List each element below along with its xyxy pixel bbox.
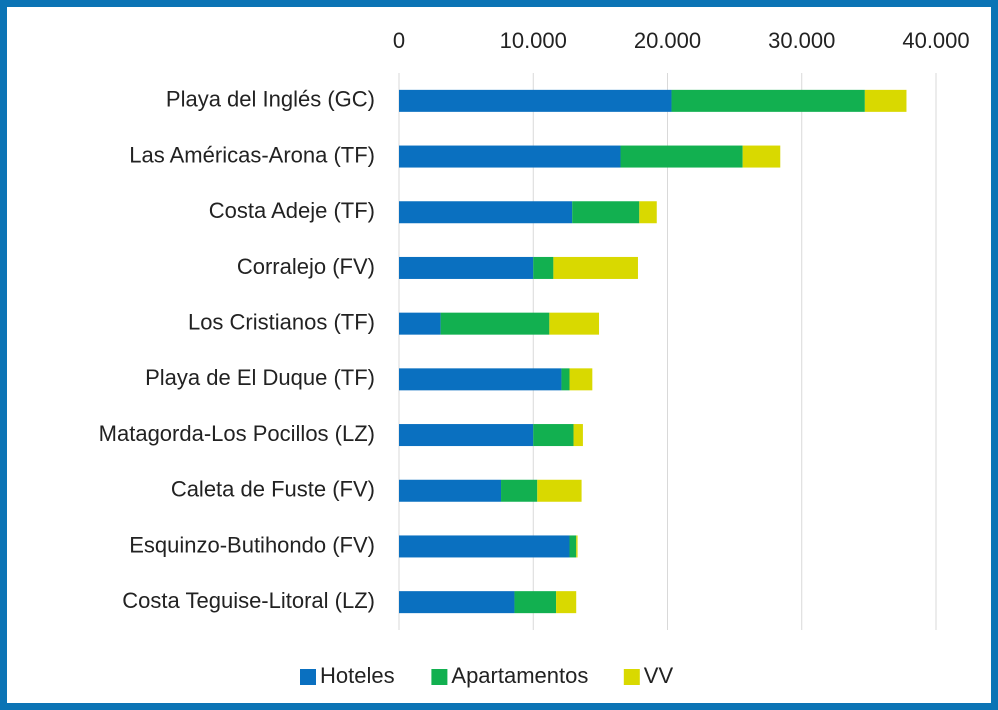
- bar: [742, 145, 781, 168]
- bar: [399, 479, 502, 502]
- legend-swatch: [623, 669, 640, 685]
- bar: [399, 312, 441, 335]
- bar: [399, 424, 534, 447]
- bar: [620, 145, 743, 168]
- bar: [399, 368, 562, 391]
- x-tick-label: 20.000: [634, 28, 701, 53]
- x-tick-label: 40.000: [902, 28, 969, 53]
- y-tick-label: Los Cristianos (TF): [188, 309, 375, 334]
- bar: [399, 145, 621, 168]
- bar: [537, 479, 582, 502]
- y-tick-label: Playa del Inglés (GC): [166, 87, 375, 112]
- bar: [399, 256, 534, 279]
- legend-label: Hoteles: [320, 663, 395, 688]
- bar: [671, 89, 865, 112]
- x-tick-label: 10.000: [500, 28, 567, 53]
- y-tick-label: Playa de El Duque (TF): [145, 365, 375, 390]
- y-tick-label: Corralejo (FV): [237, 254, 375, 279]
- bar: [573, 424, 583, 447]
- x-tick-label: 30.000: [768, 28, 835, 53]
- y-tick-label: Esquinzo-Butihondo (FV): [129, 532, 375, 557]
- bar: [561, 368, 570, 391]
- bar: [553, 256, 638, 279]
- plot-background: [7, 7, 991, 703]
- y-tick-label: Caleta de Fuste (FV): [171, 477, 375, 502]
- bar: [556, 591, 577, 614]
- bar: [533, 256, 554, 279]
- bar: [399, 591, 515, 614]
- legend-label: Apartamentos: [451, 663, 588, 688]
- legend-swatch: [300, 669, 316, 685]
- y-tick-label: Costa Adeje (TF): [209, 198, 375, 223]
- bar: [514, 591, 557, 614]
- bar: [864, 89, 907, 112]
- bar: [399, 201, 573, 224]
- bar: [440, 312, 550, 335]
- bar: [549, 312, 600, 335]
- bar: [399, 535, 570, 558]
- bar: [639, 201, 657, 224]
- bar: [569, 368, 593, 391]
- bar: [572, 201, 640, 224]
- legend-swatch: [431, 669, 448, 685]
- legend-label: VV: [644, 663, 674, 688]
- y-tick-label: Matagorda-Los Pocillos (LZ): [99, 421, 375, 446]
- bar: [501, 479, 538, 502]
- bar: [399, 89, 672, 112]
- bar: [569, 535, 577, 558]
- y-tick-label: Las Américas-Arona (TF): [129, 142, 375, 167]
- bar: [533, 424, 574, 447]
- x-tick-label: 0: [393, 28, 405, 53]
- bar: [576, 535, 578, 558]
- y-tick-label: Costa Teguise-Litoral (LZ): [122, 588, 375, 613]
